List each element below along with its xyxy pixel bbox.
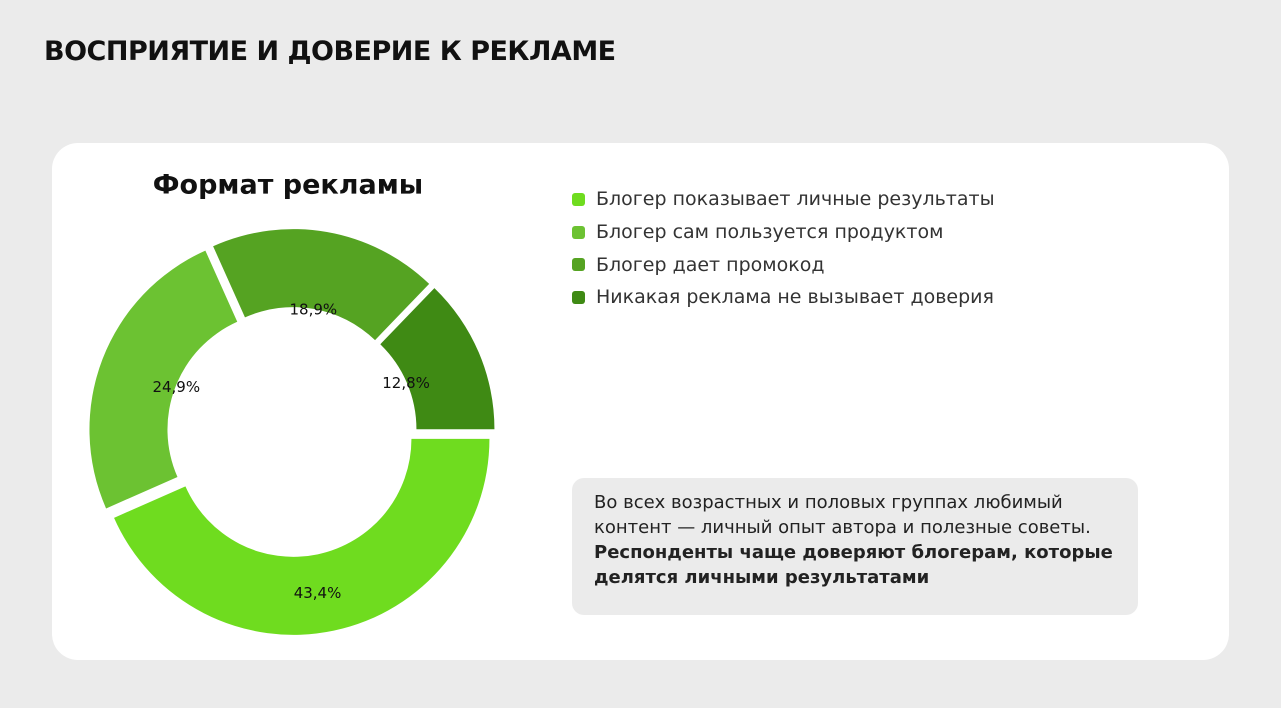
pie-slice bbox=[89, 250, 238, 509]
pie-slice bbox=[114, 438, 490, 635]
legend: Блогер показывает личные результаты Блоге… bbox=[572, 183, 995, 314]
legend-item: Блогер показывает личные результаты bbox=[572, 183, 995, 216]
data-label: 12,8% bbox=[382, 374, 430, 392]
note-text: Во всех возрастных и половых группах люб… bbox=[594, 492, 1091, 538]
page-title: ВОСПРИЯТИЕ И ДОВЕРИЕ К РЕКЛАМЕ bbox=[44, 36, 616, 67]
pie-slice bbox=[380, 288, 495, 430]
data-label: 43,4% bbox=[294, 584, 342, 602]
legend-swatch bbox=[572, 192, 585, 206]
legend-label: Никакая реклама не вызывает доверия bbox=[596, 286, 994, 309]
pie-slice bbox=[213, 229, 430, 341]
legend-item: Блогер дает промокод bbox=[572, 248, 995, 281]
legend-label: Блогер сам пользуется продуктом bbox=[596, 221, 944, 244]
legend-label: Блогер показывает личные результаты bbox=[596, 188, 995, 211]
note: Во всех возрастных и половых группах люб… bbox=[572, 478, 1138, 615]
data-label: 24,9% bbox=[152, 378, 200, 396]
note-bold: Респонденты чаще доверяют блогерам, кото… bbox=[594, 542, 1113, 588]
legend-label: Блогер дает промокод bbox=[596, 253, 825, 276]
chart-title: Формат рекламы bbox=[153, 170, 423, 201]
legend-item: Блогер сам пользуется продуктом bbox=[572, 216, 995, 249]
legend-swatch bbox=[572, 258, 585, 272]
data-label: 18,9% bbox=[289, 300, 337, 318]
legend-item: Никакая реклама не вызывает доверия bbox=[572, 281, 995, 314]
legend-swatch bbox=[572, 290, 585, 304]
legend-swatch bbox=[572, 225, 585, 239]
